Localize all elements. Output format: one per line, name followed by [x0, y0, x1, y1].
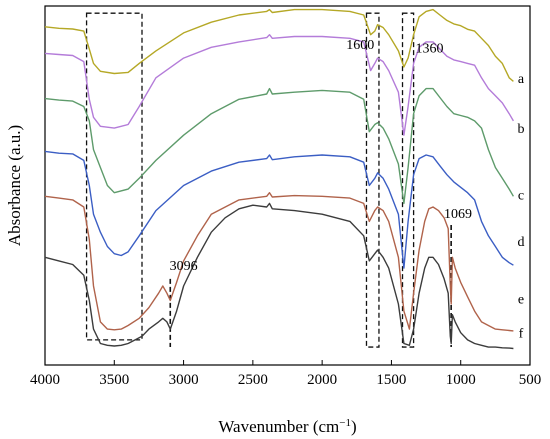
series-line-e [44, 192, 514, 332]
x-tick-label: 3500 [99, 372, 129, 388]
x-tick-label: 500 [519, 372, 542, 388]
series-labels: a b c d e f [517, 72, 524, 342]
series-line-f [44, 202, 514, 350]
annotation-1360: 1360 [416, 42, 444, 57]
x-axis: 4000 3500 3000 2500 2000 1500 1000 500 [30, 360, 541, 388]
x-axis-title: Wavenumber (cm−1) [218, 417, 356, 436]
x-axis-title-main: Wavenumber (cm [218, 417, 339, 436]
annotations: 1600 1360 3096 1069 [170, 38, 472, 274]
series-line-c [44, 87, 515, 205]
dashed-region-box [365, 12, 380, 348]
x-tick-label: 2000 [307, 372, 337, 388]
series-label-f: f [519, 327, 524, 342]
series-line-a [44, 8, 514, 82]
series-label-d: d [517, 235, 524, 250]
dashed-region-box [401, 12, 415, 348]
series-label-e: e [518, 293, 524, 308]
x-tick-label: 3000 [169, 372, 199, 388]
series-line-d [44, 150, 514, 269]
x-tick-label: 1000 [446, 372, 476, 388]
series-label-a: a [518, 72, 525, 87]
series-line-b [44, 34, 515, 136]
x-tick-label: 1500 [376, 372, 406, 388]
series-label-b: b [517, 122, 524, 137]
y-axis-title: Absorbance (a.u.) [5, 125, 24, 246]
x-axis-title-end: ) [351, 417, 357, 436]
series-label-c: c [518, 188, 524, 203]
x-axis-title-superscript: −1 [339, 417, 351, 429]
dashed-markers [169, 224, 452, 348]
dashed-regions [85, 12, 415, 348]
series-group [44, 8, 515, 350]
annotation-1600: 1600 [346, 38, 374, 53]
plot-frame [44, 5, 531, 366]
x-tick-label: 4000 [30, 372, 60, 388]
annotation-3096: 3096 [170, 259, 198, 274]
annotation-1069: 1069 [444, 207, 472, 222]
dashed-region-box [85, 12, 143, 341]
x-tick-label: 2500 [238, 372, 268, 388]
